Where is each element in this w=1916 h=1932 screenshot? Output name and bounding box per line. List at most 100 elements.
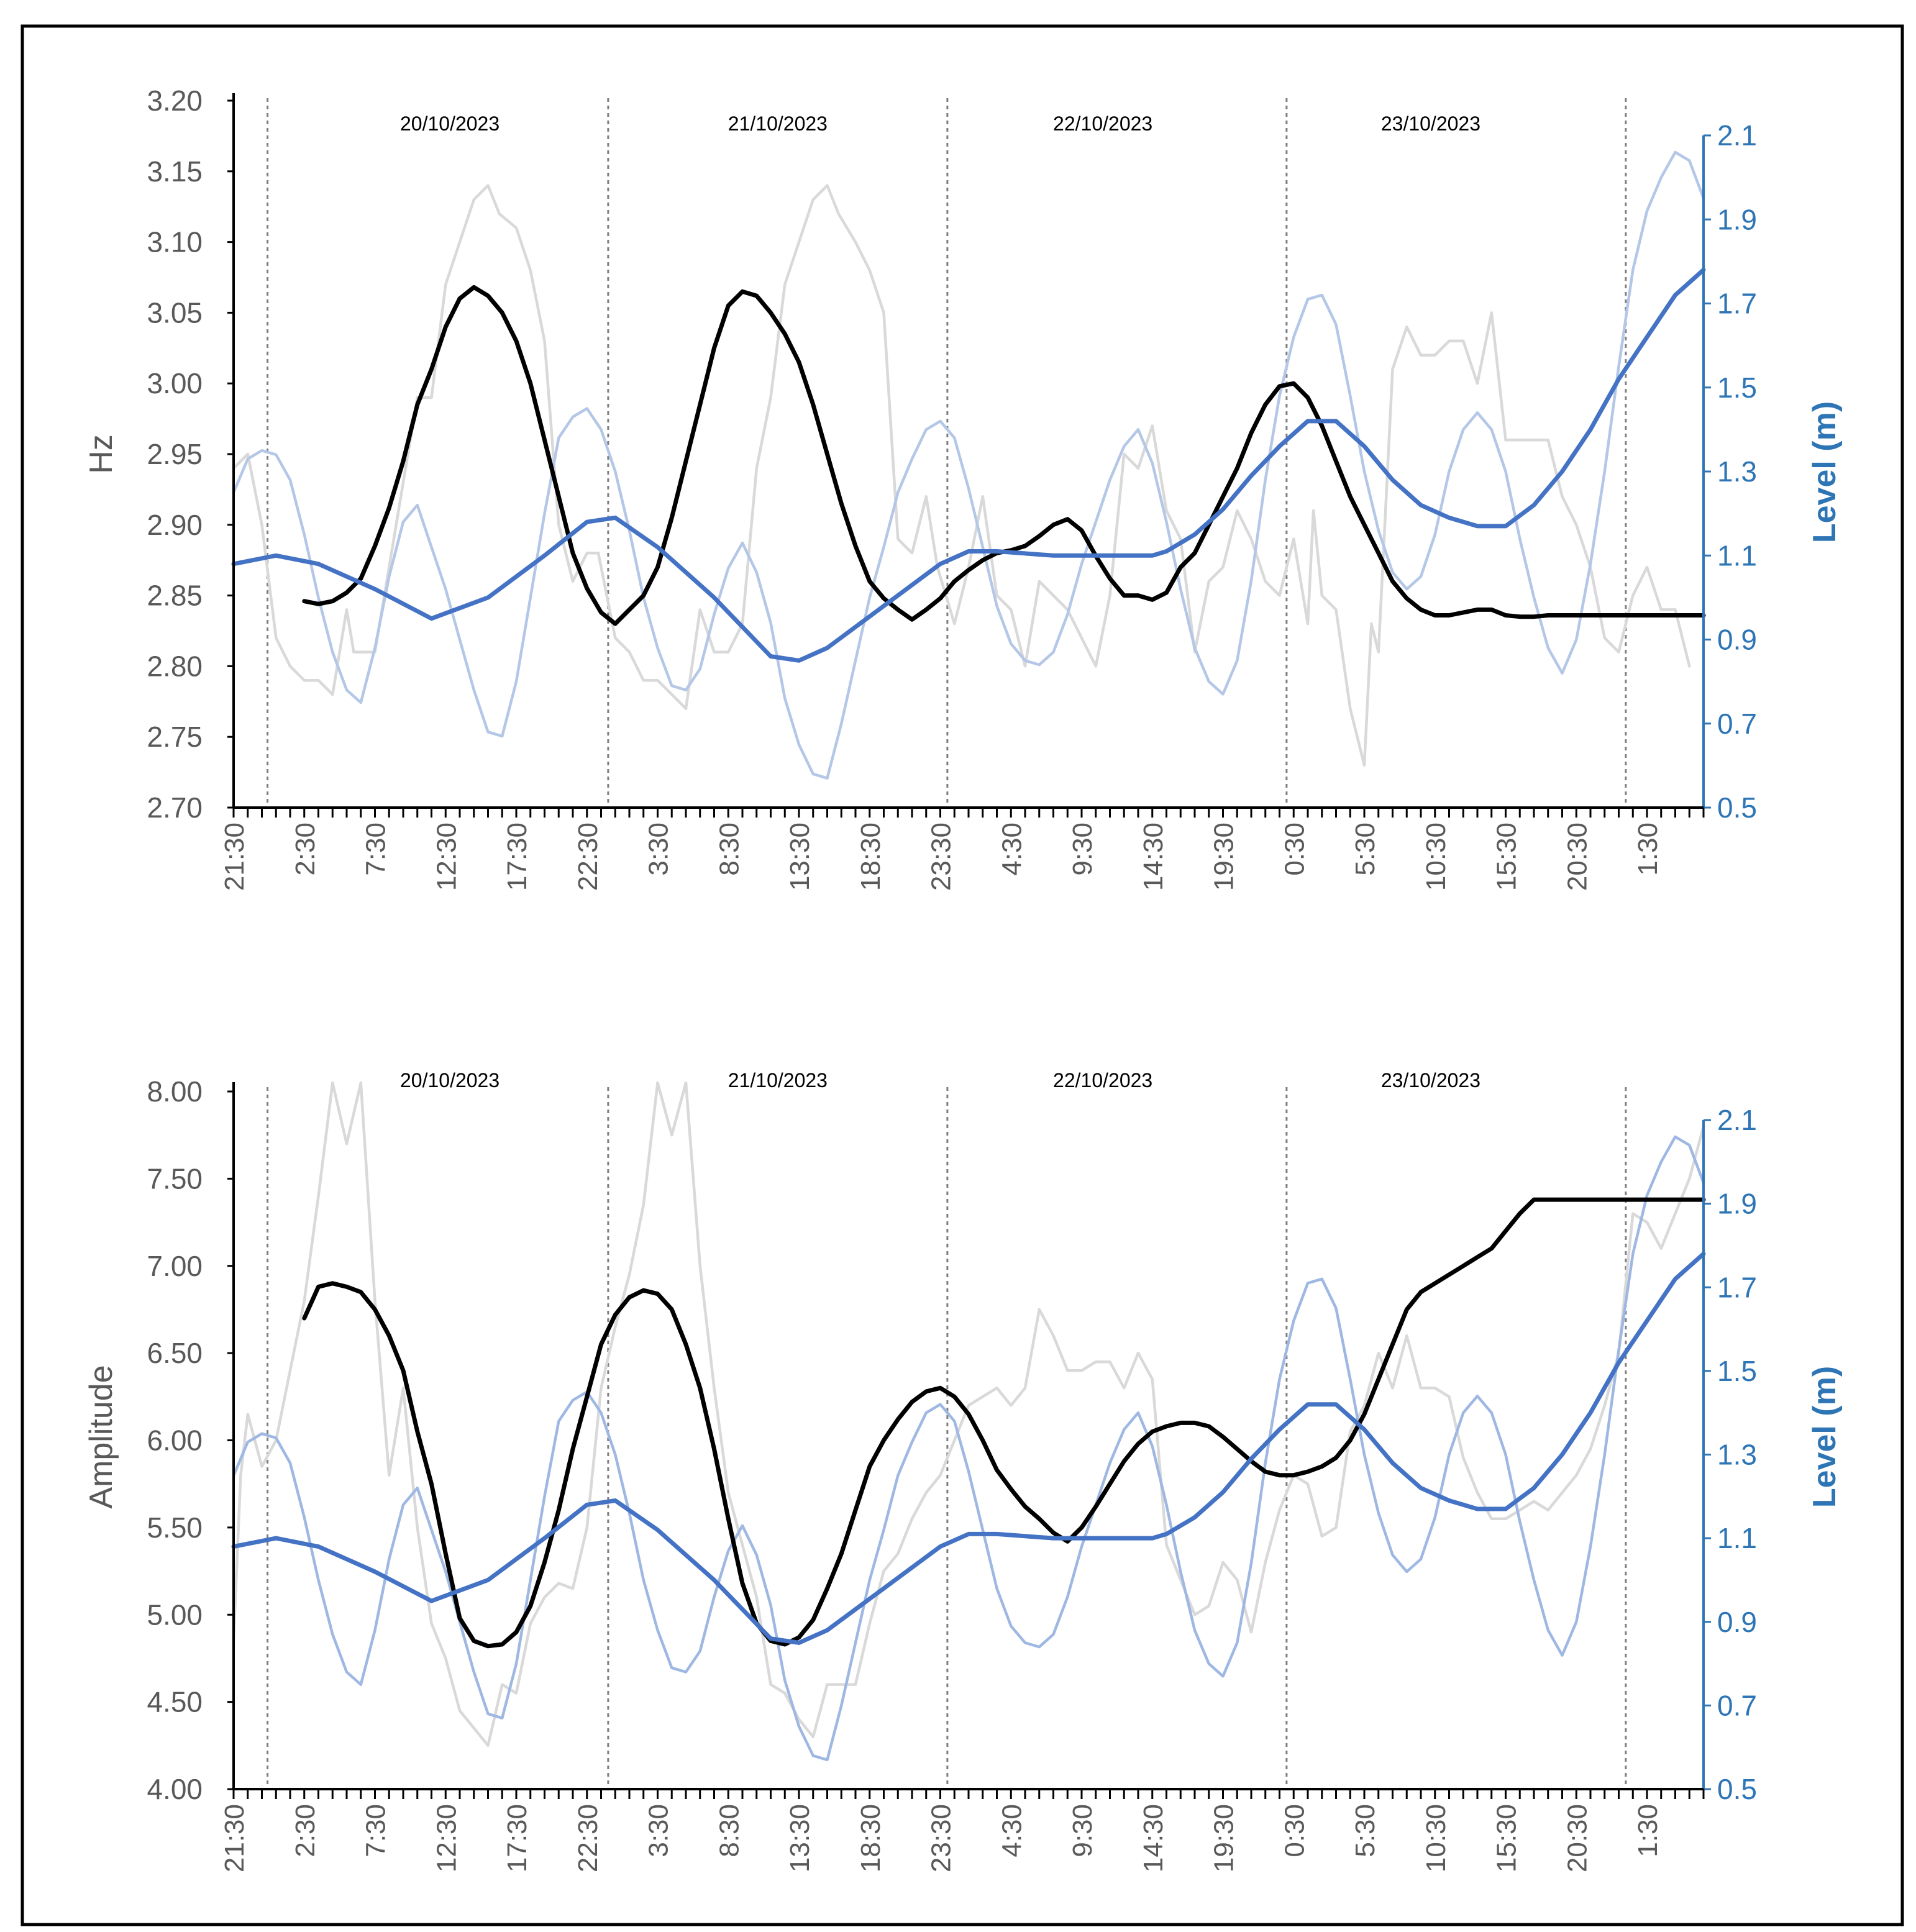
x-tick-label: 21:30 bbox=[219, 1804, 250, 1872]
x-tick-label: 9:30 bbox=[1067, 822, 1098, 876]
x-tick-label: 9:30 bbox=[1067, 1804, 1098, 1857]
right-tick-label: 0.9 bbox=[1717, 1606, 1757, 1638]
right-tick-label: 1.5 bbox=[1717, 371, 1757, 404]
left-axis-title: Amplitude bbox=[83, 1365, 119, 1508]
x-tick-label: 10:30 bbox=[1421, 1804, 1451, 1872]
left-tick-label: 4.00 bbox=[147, 1773, 203, 1805]
right-tick-label: 0.5 bbox=[1717, 791, 1757, 824]
x-tick-label: 4:30 bbox=[997, 1804, 1027, 1857]
x-tick-label: 22:30 bbox=[573, 822, 603, 891]
left-axis-title: Hz bbox=[83, 434, 119, 474]
left-tick-label: 2.85 bbox=[147, 580, 203, 612]
right-tick-label: 2.1 bbox=[1717, 119, 1757, 152]
day-label: 21/10/2023 bbox=[728, 112, 828, 135]
x-tick-label: 23:30 bbox=[926, 1804, 957, 1872]
right-tick-label: 1.7 bbox=[1717, 288, 1757, 320]
right-tick-label: 0.7 bbox=[1717, 1689, 1757, 1721]
left-tick-label: 4.50 bbox=[147, 1686, 203, 1718]
series-line-frequency-raw bbox=[232, 184, 1691, 767]
right-tick-label: 1.9 bbox=[1717, 203, 1757, 235]
x-tick-label: 7:30 bbox=[361, 1804, 391, 1857]
right-tick-label: 1.3 bbox=[1717, 455, 1757, 488]
left-tick-label: 3.15 bbox=[147, 155, 203, 188]
x-tick-label: 0:30 bbox=[1279, 822, 1310, 876]
x-tick-label: 13:30 bbox=[785, 1804, 815, 1872]
x-tick-label: 15:30 bbox=[1492, 822, 1522, 891]
x-tick-label: 12:30 bbox=[431, 1804, 462, 1872]
left-tick-label: 8.00 bbox=[147, 1075, 203, 1108]
x-tick-label: 2:30 bbox=[290, 1804, 321, 1857]
x-tick-label: 4:30 bbox=[997, 822, 1027, 876]
x-tick-label: 5:30 bbox=[1350, 1804, 1380, 1857]
series-line-level-raw bbox=[232, 150, 1705, 780]
day-label: 23/10/2023 bbox=[1381, 112, 1480, 135]
right-tick-label: 2.1 bbox=[1717, 1104, 1757, 1136]
day-label: 22/10/2023 bbox=[1053, 112, 1152, 135]
x-tick-label: 19:30 bbox=[1209, 1804, 1239, 1872]
x-tick-label: 1:30 bbox=[1633, 1804, 1663, 1857]
x-tick-label: 0:30 bbox=[1279, 1804, 1310, 1857]
x-tick-label: 14:30 bbox=[1138, 1804, 1169, 1872]
left-tick-label: 6.00 bbox=[147, 1424, 203, 1457]
left-tick-label: 3.00 bbox=[147, 367, 203, 399]
right-tick-label: 1.1 bbox=[1717, 539, 1757, 572]
right-tick-label: 0.5 bbox=[1717, 1773, 1757, 1805]
figure-frame bbox=[21, 24, 1904, 1926]
x-tick-label: 23:30 bbox=[926, 822, 957, 891]
left-tick-label: 2.95 bbox=[147, 438, 203, 470]
right-tick-label: 0.7 bbox=[1717, 708, 1757, 740]
x-tick-label: 15:30 bbox=[1492, 1804, 1522, 1872]
series-line-level-smoothed bbox=[231, 267, 1706, 663]
right-tick-label: 1.7 bbox=[1717, 1271, 1757, 1303]
x-tick-label: 10:30 bbox=[1421, 822, 1451, 891]
series-line-amplitude-smoothed bbox=[302, 1197, 1706, 1649]
right-axis-title: Level (m) bbox=[1807, 401, 1843, 543]
x-tick-label: 12:30 bbox=[431, 822, 462, 891]
x-tick-label: 8:30 bbox=[714, 1804, 744, 1857]
day-label: 23/10/2023 bbox=[1381, 1069, 1480, 1091]
right-tick-label: 1.3 bbox=[1717, 1439, 1757, 1471]
left-tick-label: 3.10 bbox=[147, 226, 203, 258]
left-tick-label: 5.50 bbox=[147, 1511, 203, 1544]
x-tick-label: 1:30 bbox=[1633, 822, 1663, 876]
x-tick-label: 19:30 bbox=[1209, 822, 1239, 891]
x-tick-label: 21:30 bbox=[219, 822, 250, 891]
day-label: 20/10/2023 bbox=[400, 112, 500, 135]
x-tick-label: 8:30 bbox=[714, 822, 744, 876]
x-tick-label: 22:30 bbox=[573, 1804, 603, 1872]
left-tick-label: 2.80 bbox=[147, 650, 203, 682]
left-tick-label: 3.20 bbox=[147, 84, 203, 117]
x-tick-label: 3:30 bbox=[644, 1804, 674, 1857]
left-tick-label: 3.05 bbox=[147, 296, 203, 329]
x-tick-label: 2:30 bbox=[290, 822, 321, 876]
x-tick-label: 3:30 bbox=[644, 822, 674, 876]
left-tick-label: 2.70 bbox=[147, 791, 203, 824]
day-label: 21/10/2023 bbox=[728, 1069, 828, 1091]
right-tick-label: 1.9 bbox=[1717, 1188, 1757, 1220]
x-tick-label: 5:30 bbox=[1350, 822, 1380, 876]
x-tick-label: 18:30 bbox=[855, 1804, 886, 1872]
x-tick-label: 17:30 bbox=[502, 1804, 532, 1872]
series-line-amplitude-raw bbox=[232, 1081, 1705, 1747]
day-label: 22/10/2023 bbox=[1053, 1069, 1152, 1091]
right-tick-label: 1.5 bbox=[1717, 1355, 1757, 1387]
series-line-level-raw bbox=[232, 1135, 1705, 1762]
right-tick-label: 0.9 bbox=[1717, 624, 1757, 656]
left-tick-label: 2.90 bbox=[147, 509, 203, 541]
left-tick-label: 6.50 bbox=[147, 1337, 203, 1369]
x-tick-label: 20:30 bbox=[1562, 822, 1592, 891]
left-tick-label: 7.00 bbox=[147, 1250, 203, 1282]
x-tick-label: 18:30 bbox=[855, 822, 886, 891]
x-tick-label: 7:30 bbox=[361, 822, 391, 876]
x-tick-label: 17:30 bbox=[502, 822, 532, 891]
panel-bottom-chart: 20/10/2023 21/10/2023 22/10/2023 23/10/2023… bbox=[83, 1069, 1843, 1872]
left-tick-label: 5.00 bbox=[147, 1598, 203, 1631]
left-tick-label: 7.50 bbox=[147, 1162, 203, 1195]
right-axis-title: Level (m) bbox=[1807, 1366, 1843, 1508]
day-label: 20/10/2023 bbox=[400, 1069, 500, 1091]
left-tick-label: 2.75 bbox=[147, 721, 203, 753]
panel-top-chart: 20/10/2023 21/10/2023 22/10/2023 23/10/2023… bbox=[83, 84, 1843, 891]
x-tick-label: 13:30 bbox=[785, 822, 815, 891]
x-tick-label: 14:30 bbox=[1138, 822, 1169, 891]
